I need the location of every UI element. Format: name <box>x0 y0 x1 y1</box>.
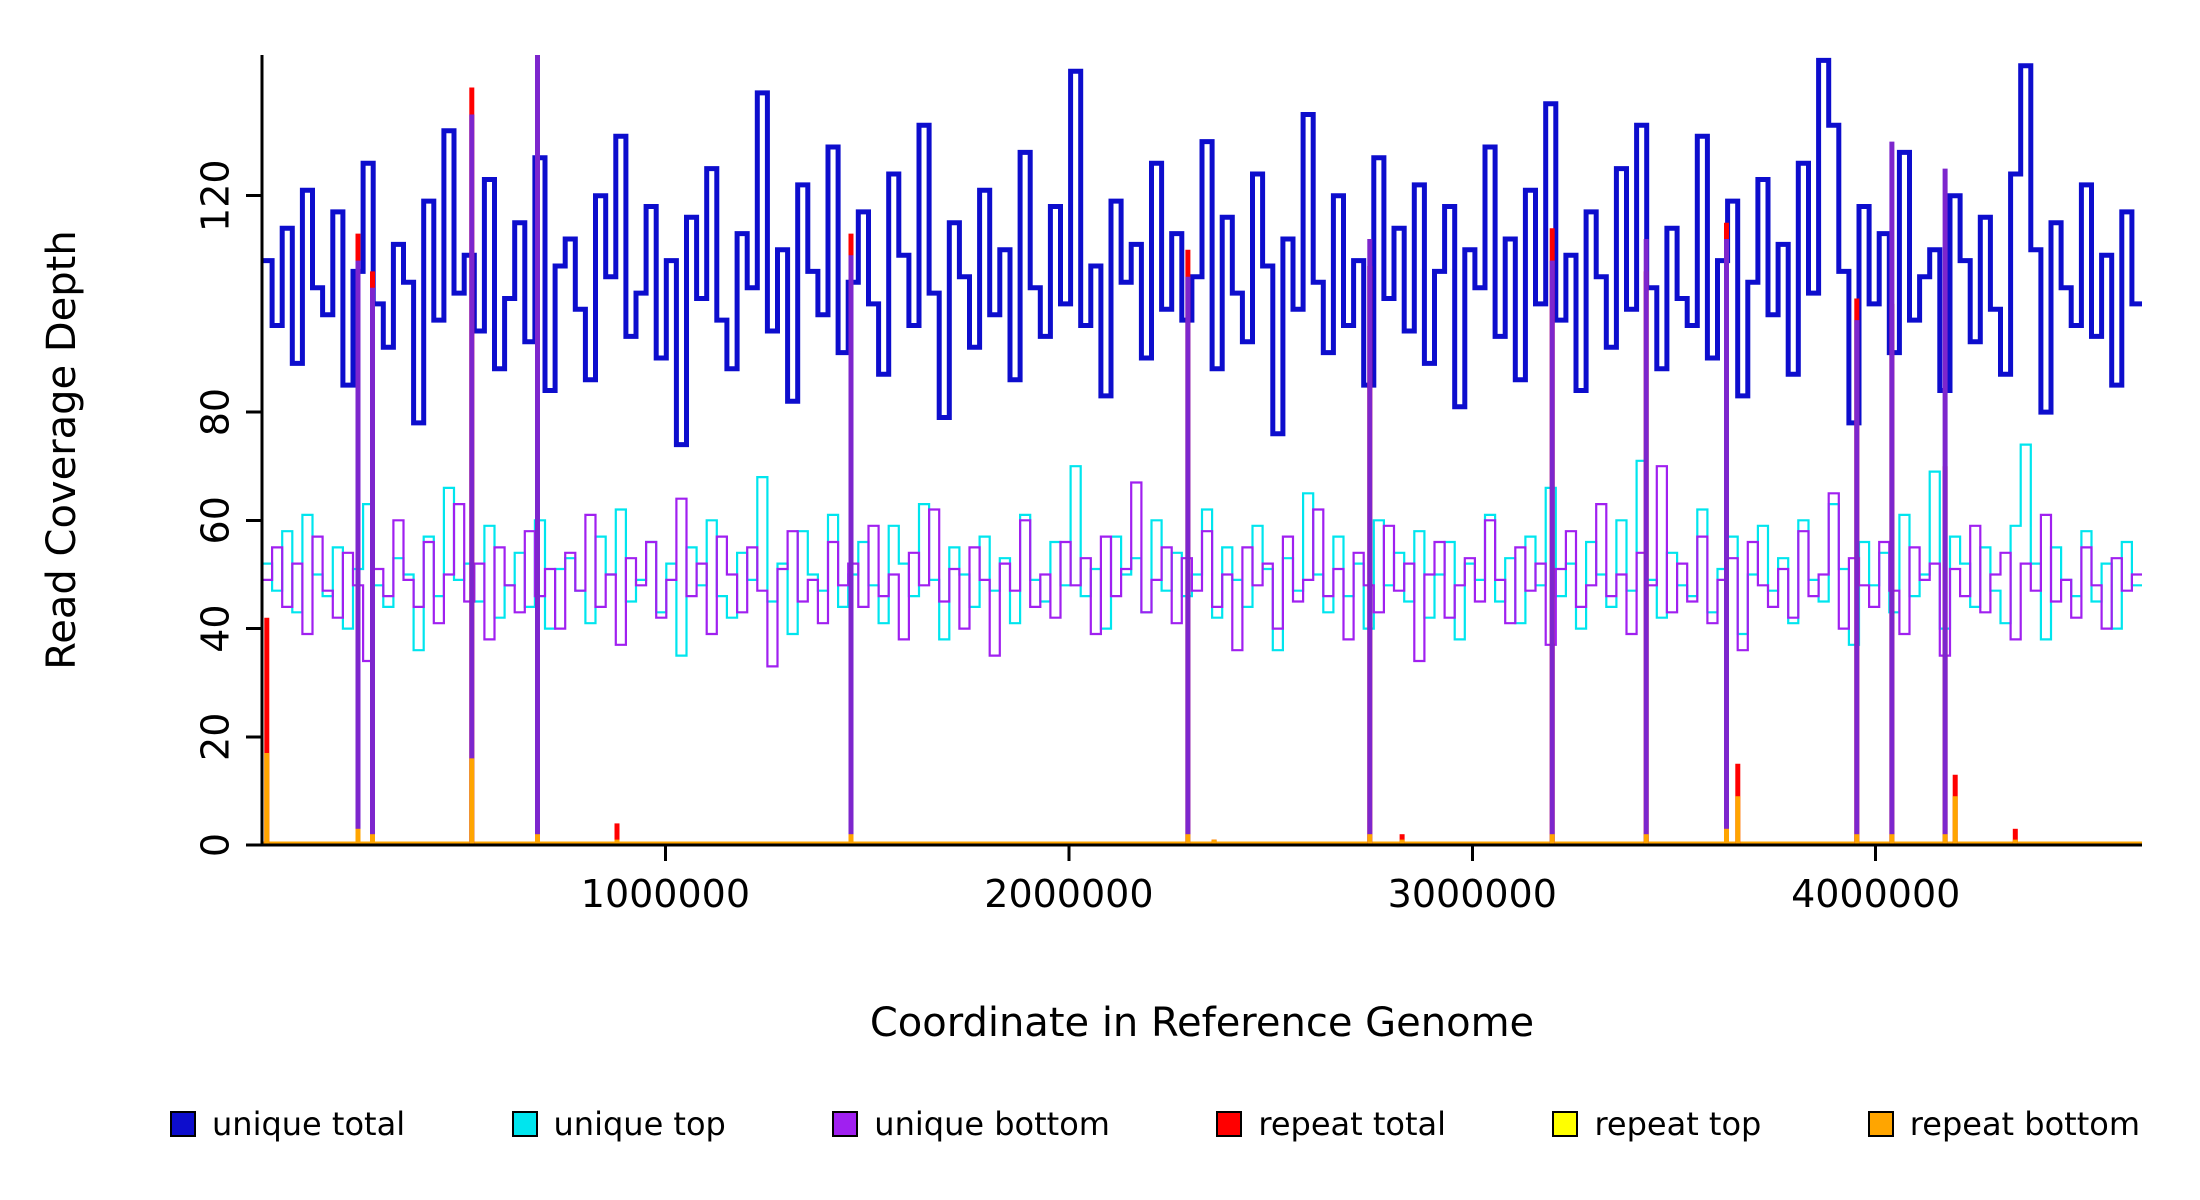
chart-canvas: 0 20 40 60 80 120 1000000 2000000 3000000 4000000 <box>194 55 2142 916</box>
svg-text:60: 60 <box>194 496 238 544</box>
svg-text:40: 40 <box>194 604 238 652</box>
legend-swatch-repeat-bottom <box>1867 1111 1894 1137</box>
legend-item: unique top <box>511 1105 726 1143</box>
svg-text:0: 0 <box>194 833 238 857</box>
svg-text:3000000: 3000000 <box>1388 872 1557 916</box>
legend-swatch-unique-total <box>170 1111 196 1137</box>
svg-text:80: 80 <box>194 388 238 436</box>
svg-text:120: 120 <box>194 159 238 232</box>
legend-item: repeat bottom <box>1867 1105 2140 1143</box>
x-axis-title: Coordinate in Reference Genome <box>869 1000 1535 1046</box>
legend-item: unique bottom <box>832 1105 1110 1143</box>
legend: unique total unique top unique bottom re… <box>170 1105 2140 1143</box>
legend-swatch-repeat-top <box>1552 1111 1579 1137</box>
legend-swatch-unique-top <box>511 1111 538 1137</box>
legend-label: repeat bottom <box>1909 1105 2140 1143</box>
svg-text:20: 20 <box>194 713 238 761</box>
svg-text:4000000: 4000000 <box>1791 872 1960 916</box>
legend-label: unique top <box>553 1105 726 1143</box>
legend-swatch-repeat-total <box>1216 1111 1243 1137</box>
svg-text:1000000: 1000000 <box>581 872 750 916</box>
legend-swatch-unique-bottom <box>832 1111 859 1137</box>
legend-label: unique bottom <box>874 1105 1110 1143</box>
y-axis-title: Read Coverage Depth <box>39 230 85 670</box>
legend-label: repeat top <box>1594 1105 1762 1143</box>
legend-item: repeat top <box>1552 1105 1761 1143</box>
svg-text:2000000: 2000000 <box>984 872 1153 916</box>
legend-item: repeat total <box>1216 1105 1446 1143</box>
legend-item: unique total <box>170 1105 405 1143</box>
legend-label: unique total <box>212 1105 406 1143</box>
legend-label: repeat total <box>1258 1105 1447 1143</box>
